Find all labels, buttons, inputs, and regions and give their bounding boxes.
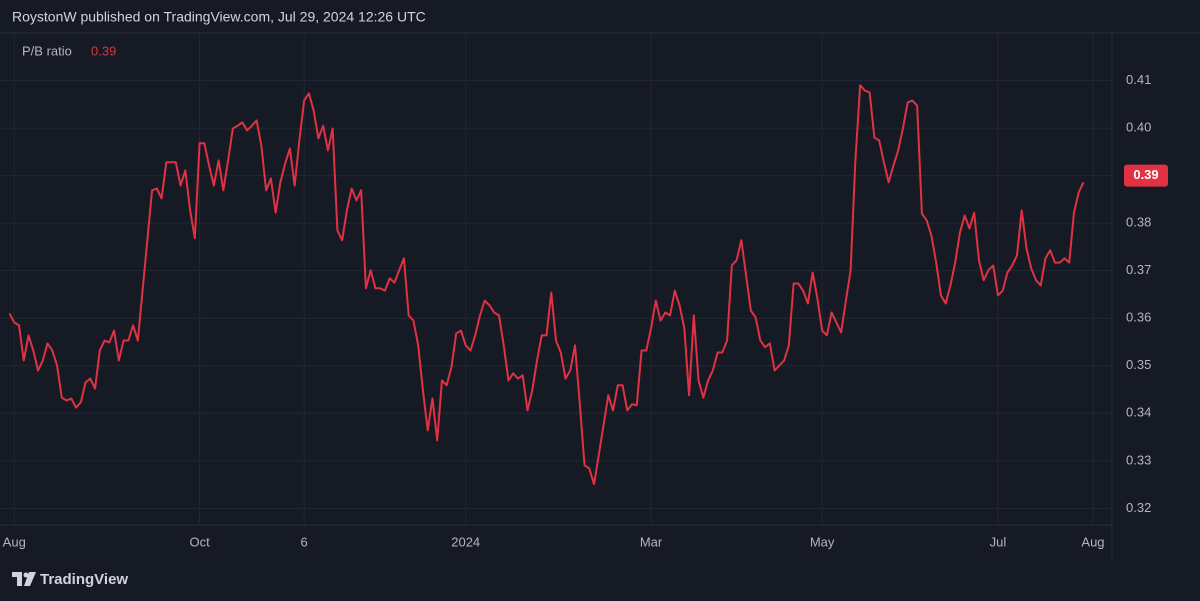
x-tick-label: 6: [301, 534, 308, 549]
line-series: [8, 84, 1085, 486]
y-tick-label: 0.34: [1126, 405, 1151, 420]
plot: [8, 84, 1085, 486]
footer-brand: TradingView: [40, 571, 128, 588]
y-tick-label: 0.33: [1126, 452, 1151, 467]
y-tick-label: 0.41: [1126, 72, 1151, 87]
header: RoystonW published on TradingView.com, J…: [12, 9, 426, 25]
x-tick-label: Oct: [189, 534, 210, 549]
y-tick-label: 0.32: [1126, 500, 1151, 515]
y-tick-label: 0.37: [1126, 262, 1151, 277]
logo-mark: [12, 572, 22, 586]
logo: [12, 572, 36, 586]
logo-mark: [24, 572, 36, 586]
x-tick-label: Mar: [640, 534, 663, 549]
x-tick-label: Aug: [3, 534, 26, 549]
logo-mark: [23, 572, 29, 578]
legend-value: 0.39: [91, 43, 116, 58]
x-tick-label: Aug: [1081, 534, 1104, 549]
y-tick-label: 0.36: [1126, 310, 1151, 325]
price-tag: [1124, 164, 1168, 187]
y-tick-label: 0.35: [1126, 357, 1151, 372]
price-tag-label: 0.39: [1133, 167, 1158, 182]
y-tick-label: 0.40: [1126, 120, 1151, 135]
x-tick-label: May: [810, 534, 835, 549]
legend-name: P/B ratio: [22, 43, 72, 58]
x-tick-label: Jul: [990, 534, 1007, 549]
x-tick-label: 2024: [451, 534, 480, 549]
y-tick-label: 0.38: [1126, 215, 1151, 230]
